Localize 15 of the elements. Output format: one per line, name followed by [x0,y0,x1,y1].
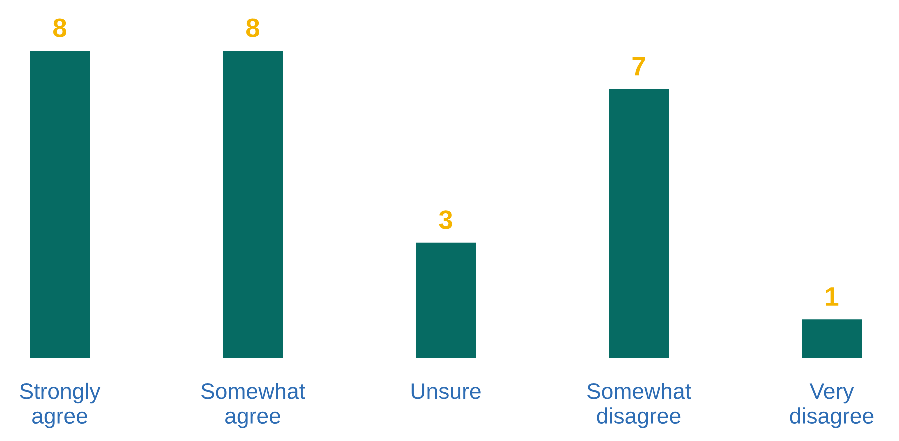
x-tick-label: Somewhat agree [202,382,306,428]
data-label: 8 [246,18,260,38]
x-tick-label: Somewhat disagree [588,382,692,428]
bar [30,51,90,358]
data-label: 7 [632,57,646,76]
bar [416,242,476,358]
x-tick-label: Strongly agree [20,382,101,428]
bar [223,51,283,358]
x-tick-label: Very disagree [790,384,874,428]
bar [609,89,669,358]
data-label: 3 [439,210,452,230]
data-label: 1 [826,288,839,306]
data-label: 8 [54,18,67,38]
x-tick-label: Unsure [412,384,481,400]
bar [802,320,862,358]
